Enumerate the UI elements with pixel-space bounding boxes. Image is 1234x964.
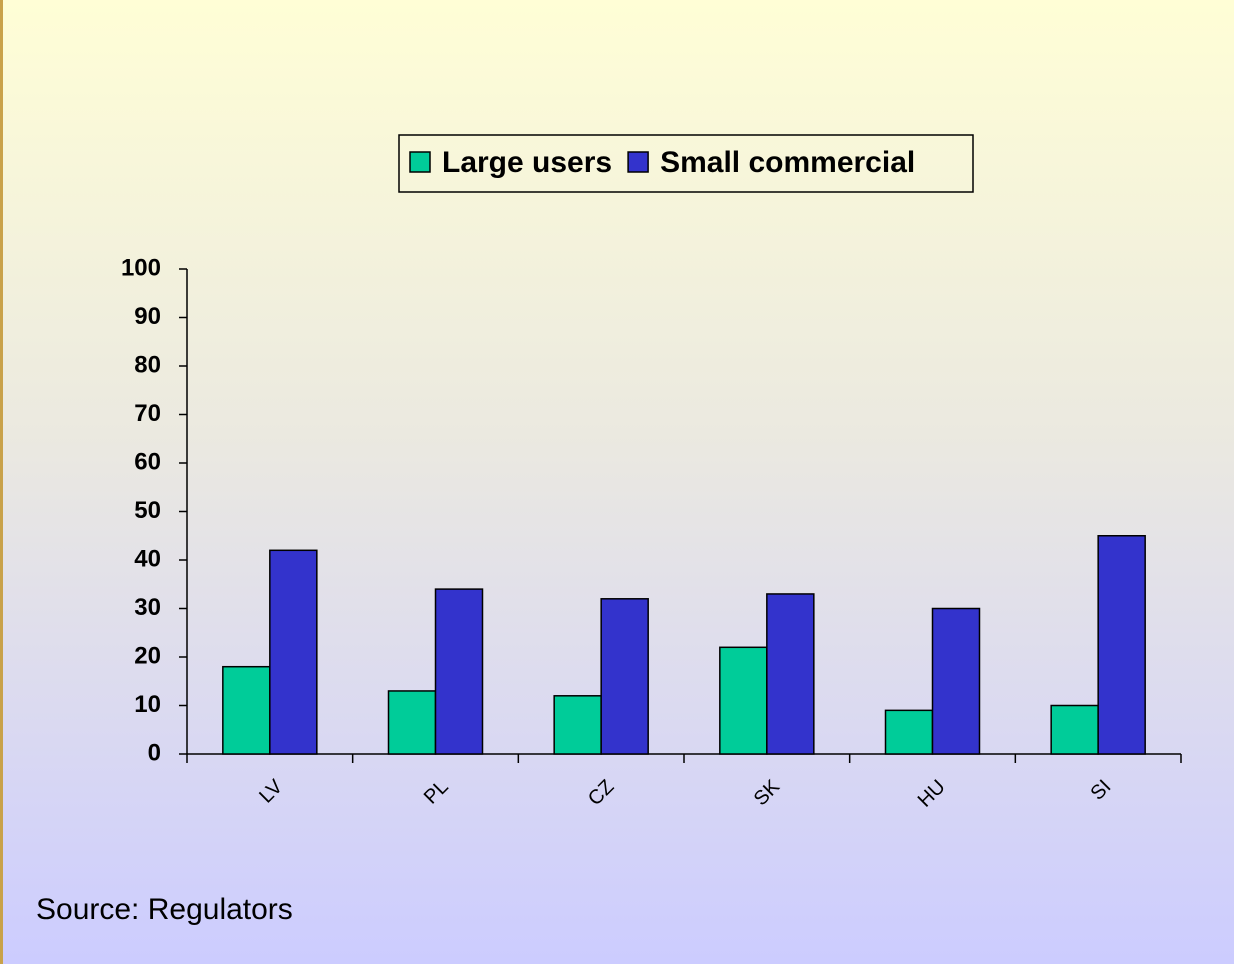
legend-label: Large users [442, 146, 612, 179]
y-tick-label: 80 [134, 351, 161, 378]
source: Source: Regulators [36, 893, 293, 926]
bar [719, 646, 768, 755]
bar [269, 549, 318, 755]
left-edge [0, 0, 3, 964]
y-tick-label: 90 [134, 303, 161, 330]
y-tick-label: 20 [134, 642, 161, 669]
y-tick-label: 70 [134, 400, 161, 427]
y-tick-label: 40 [134, 545, 161, 572]
y-tick-label: 30 [134, 594, 161, 621]
bar [222, 665, 271, 755]
y-tick-label: 0 [148, 739, 161, 766]
bar [553, 695, 602, 755]
bar [931, 607, 981, 755]
bar [387, 690, 437, 755]
bar [766, 593, 815, 755]
bar [600, 598, 649, 755]
bar [1097, 535, 1146, 755]
legend-swatch [409, 151, 431, 173]
legend-box [398, 134, 974, 193]
y-tick-label: 100 [121, 254, 161, 281]
y-tick-label: 60 [134, 448, 161, 475]
bar [884, 709, 934, 755]
y-tick-label: 50 [134, 497, 161, 524]
y-tick-label: 10 [134, 691, 161, 718]
legend-swatch [627, 151, 649, 173]
legend-label: Small commercial [660, 146, 915, 179]
bar [434, 588, 484, 755]
bar [1050, 704, 1099, 755]
